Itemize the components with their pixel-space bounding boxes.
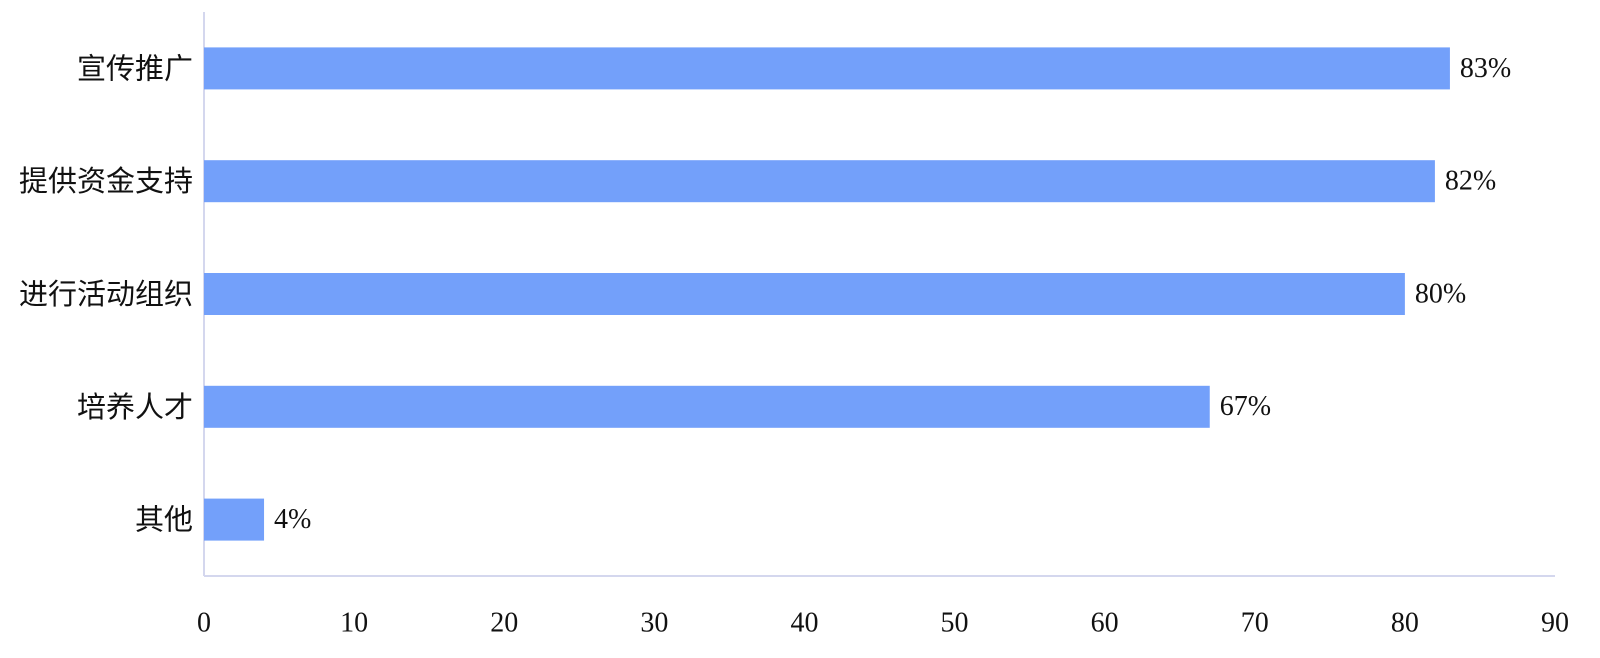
y-tick-label: 其他 xyxy=(135,503,193,537)
y-tick-label: 进行活动组织 xyxy=(19,277,193,311)
value-label: 4% xyxy=(274,504,311,535)
x-tick-label: 0 xyxy=(197,607,211,638)
value-label: 82% xyxy=(1445,166,1496,197)
value-label: 80% xyxy=(1415,278,1466,309)
x-tick-label: 90 xyxy=(1541,607,1569,638)
value-label: 83% xyxy=(1460,53,1511,84)
bar xyxy=(204,160,1435,203)
y-tick-label: 培养人才 xyxy=(77,390,193,424)
y-tick-label: 提供资金支持 xyxy=(19,164,193,198)
y-tick-label: 宣传推广 xyxy=(77,51,193,85)
bar xyxy=(204,385,1210,428)
x-tick-label: 40 xyxy=(790,607,818,638)
x-tick-label: 20 xyxy=(490,607,518,638)
bar xyxy=(204,498,265,541)
x-tick-label: 50 xyxy=(941,607,969,638)
x-tick-label: 70 xyxy=(1241,607,1269,638)
x-tick-label: 60 xyxy=(1091,607,1119,638)
bar xyxy=(204,47,1450,90)
x-tick-label: 10 xyxy=(340,607,368,638)
x-tick-label: 80 xyxy=(1391,607,1419,638)
value-label: 67% xyxy=(1220,391,1271,422)
x-tick-label: 30 xyxy=(640,607,668,638)
bar xyxy=(204,273,1405,315)
